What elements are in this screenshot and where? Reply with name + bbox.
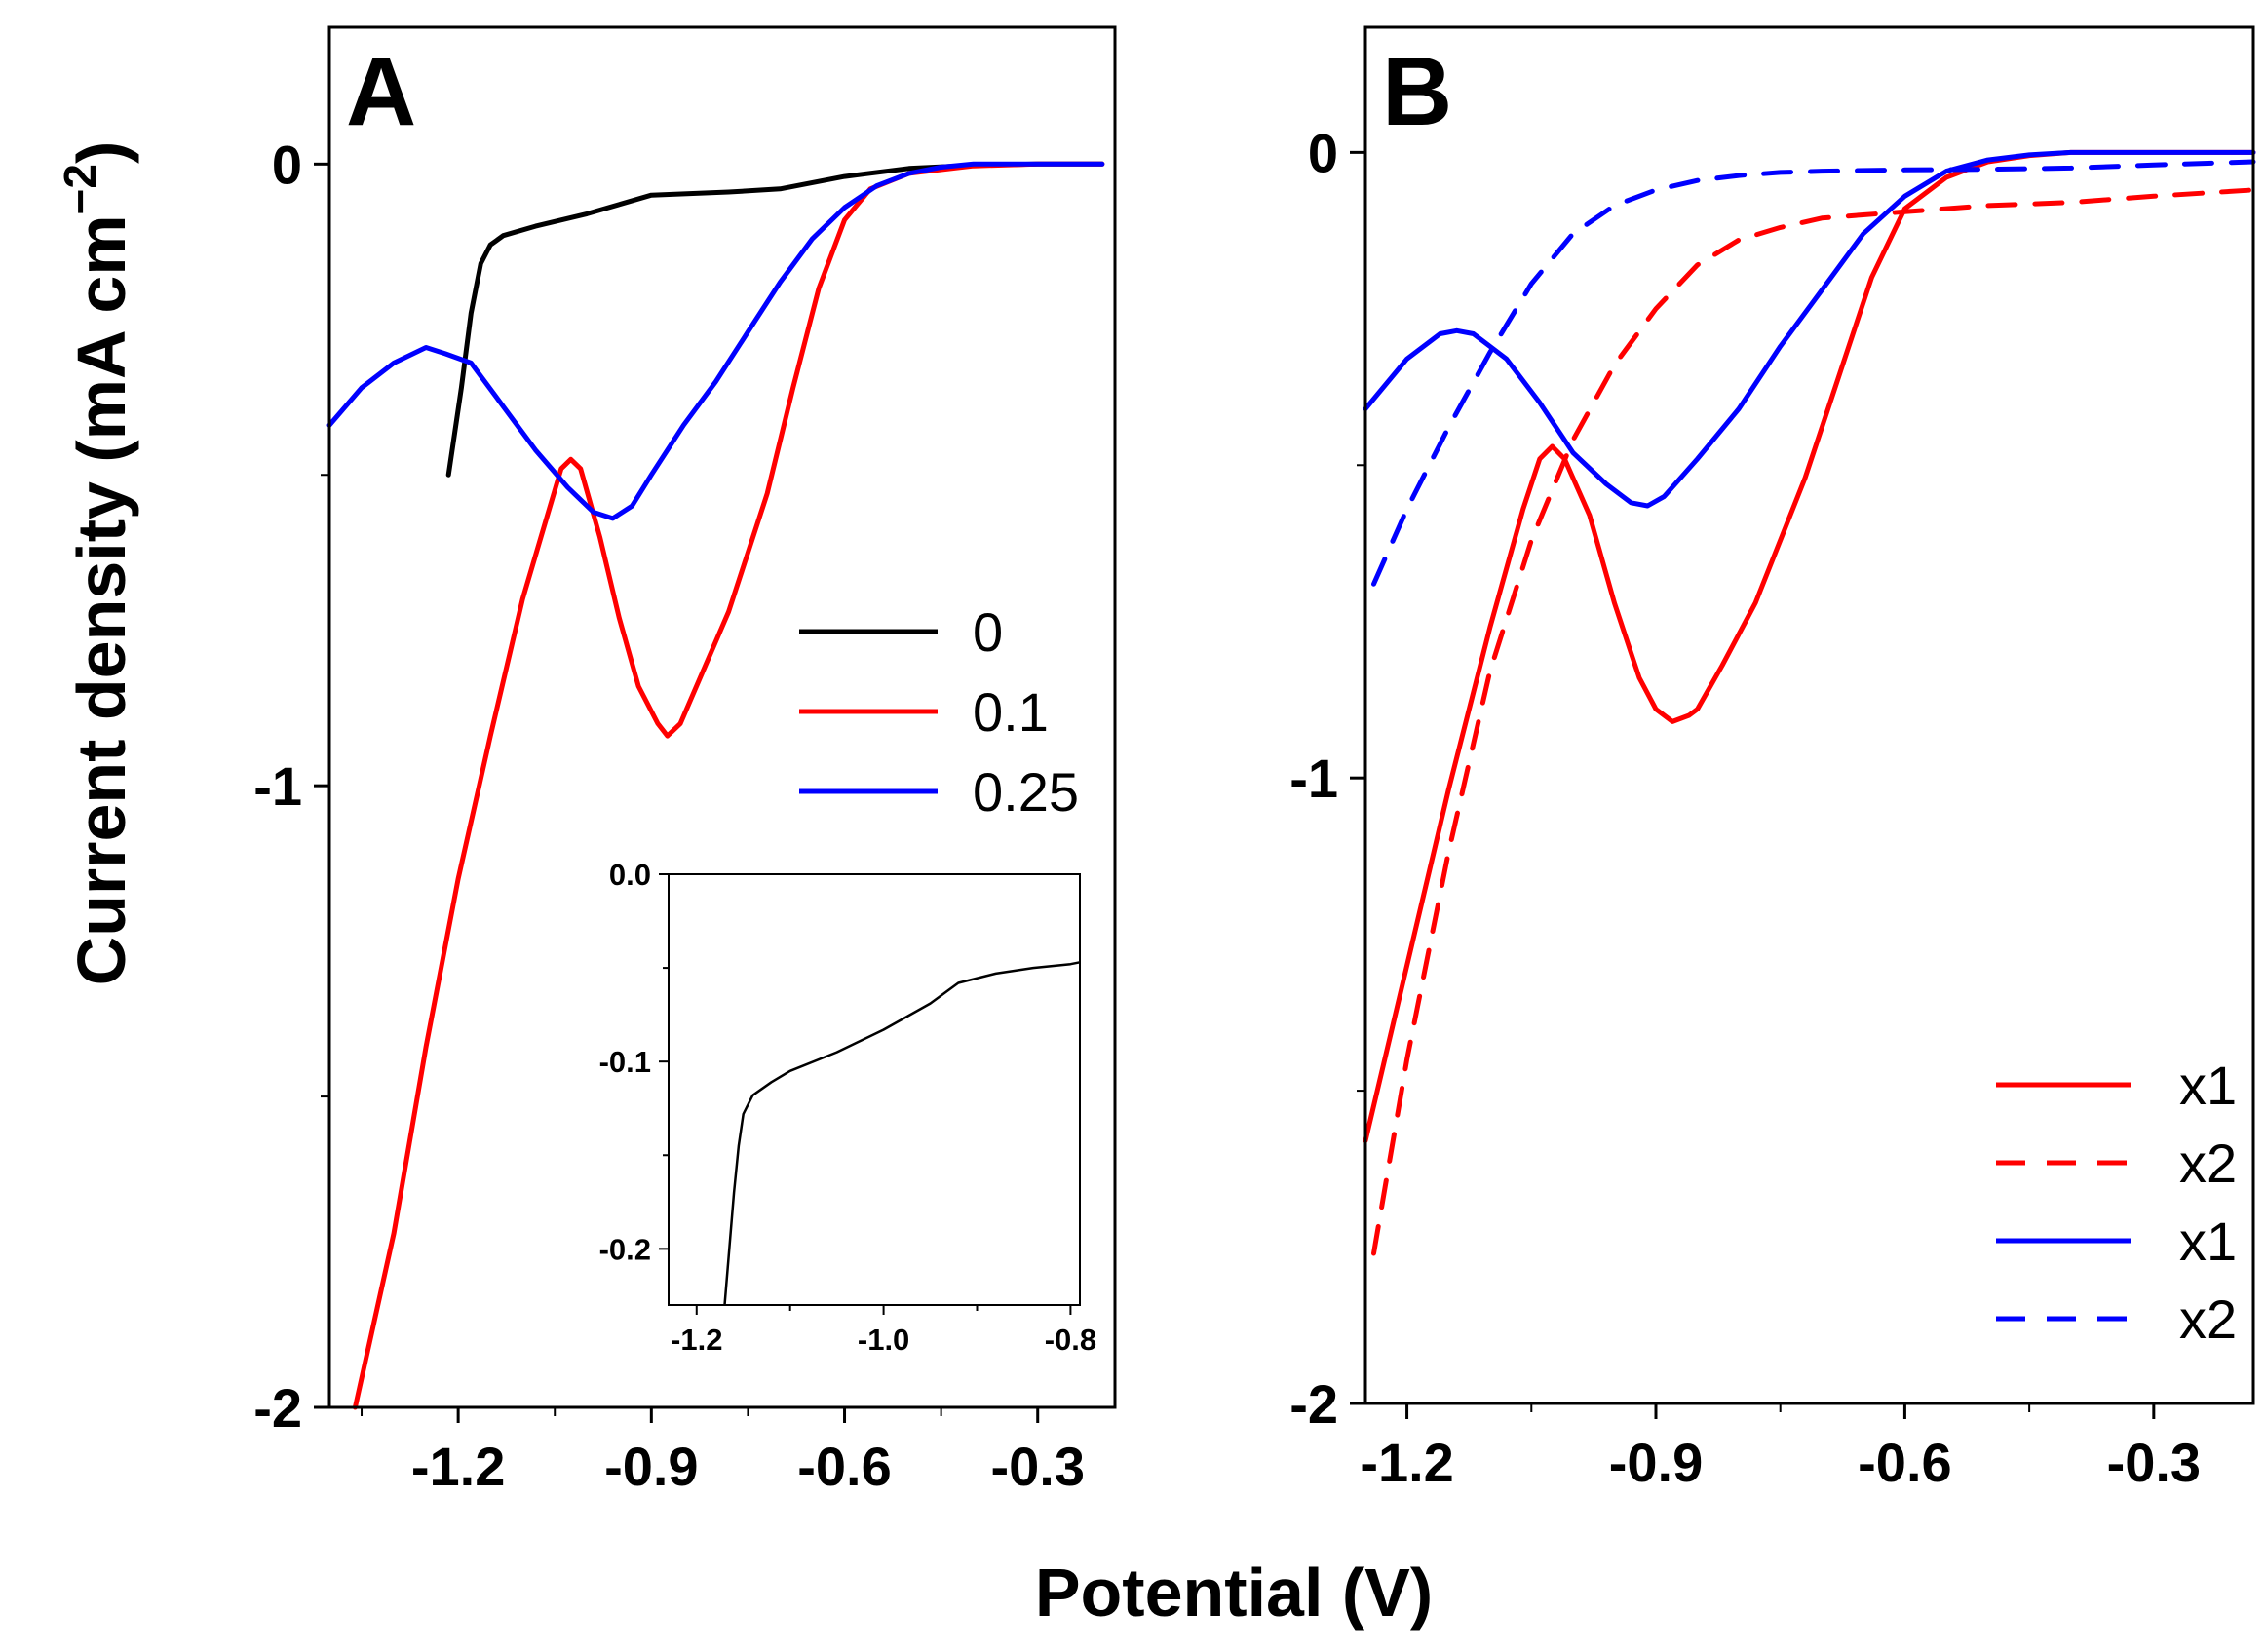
inset-y-tick-label: -0.2: [599, 1232, 651, 1266]
series-line-0.1-red: [352, 161, 1105, 1410]
legend-label: 0: [973, 601, 1003, 663]
y-tick-label: 0: [1308, 122, 1338, 183]
legend-label: 0.25: [973, 761, 1079, 823]
legend-label: x1: [2179, 1210, 2237, 1272]
legend-label: x2: [2179, 1133, 2237, 1194]
y-axis-title-main: Current density (mA cm: [63, 214, 139, 985]
y-tick-label: -1: [1289, 748, 1338, 809]
x-tick-label: -0.9: [1609, 1432, 1704, 1493]
inset-y-tick-label: 0.0: [609, 858, 651, 892]
y-axis-title-sup: −2: [55, 164, 105, 214]
panel-b: -1.2 -0.9 -0.6 -0.3 0 -1 -2 Bx1 x2 x1 x2: [1289, 25, 2256, 1493]
x-tick-label: -0.6: [1858, 1432, 1952, 1493]
legend-label: x2: [2179, 1288, 2237, 1350]
series-line-x2-dashed-red: [1371, 187, 2256, 1256]
y-axis-title: Current density (mA cm−2): [55, 141, 139, 986]
y-tick-label: -2: [1289, 1373, 1338, 1435]
y-tick-label: -1: [253, 755, 302, 817]
y-tick-label: 0: [272, 134, 302, 195]
inset-series-line: [723, 961, 1081, 1306]
legend-label: 0.1: [973, 681, 1049, 743]
x-tick-label: -0.9: [604, 1436, 699, 1497]
plot-frame: [327, 25, 1117, 1409]
inset-x-tick-label: -1.2: [671, 1323, 722, 1357]
panel-label: A: [346, 37, 416, 146]
y-axis-title-close: ): [63, 141, 139, 164]
panel-label: B: [1382, 37, 1452, 146]
x-tick-label: -0.3: [990, 1436, 1085, 1497]
series-line-x1-blue: [1363, 149, 2256, 509]
inset-y-tick-label: -0.1: [599, 1045, 651, 1079]
x-tick-label: -1.2: [1360, 1432, 1454, 1493]
plot-frame: [1363, 25, 2255, 1405]
series-line-x2-dashed-blue: [1371, 159, 2256, 587]
series-line-0-black: [445, 161, 1105, 478]
inset-x-tick-label: -0.8: [1045, 1323, 1096, 1357]
x-tick-label: -0.3: [2107, 1432, 2202, 1493]
legend-label: x1: [2179, 1055, 2237, 1116]
x-tick-label: -0.6: [797, 1436, 892, 1497]
inset-x-tick-label: -1.0: [858, 1323, 909, 1357]
x-tick-label: -1.2: [411, 1436, 506, 1497]
inset-frame: [668, 873, 1081, 1306]
x-axis-title: Potential (V): [1035, 1555, 1433, 1631]
y-tick-label: -2: [253, 1377, 302, 1439]
series-line-0.25-blue: [326, 161, 1105, 521]
